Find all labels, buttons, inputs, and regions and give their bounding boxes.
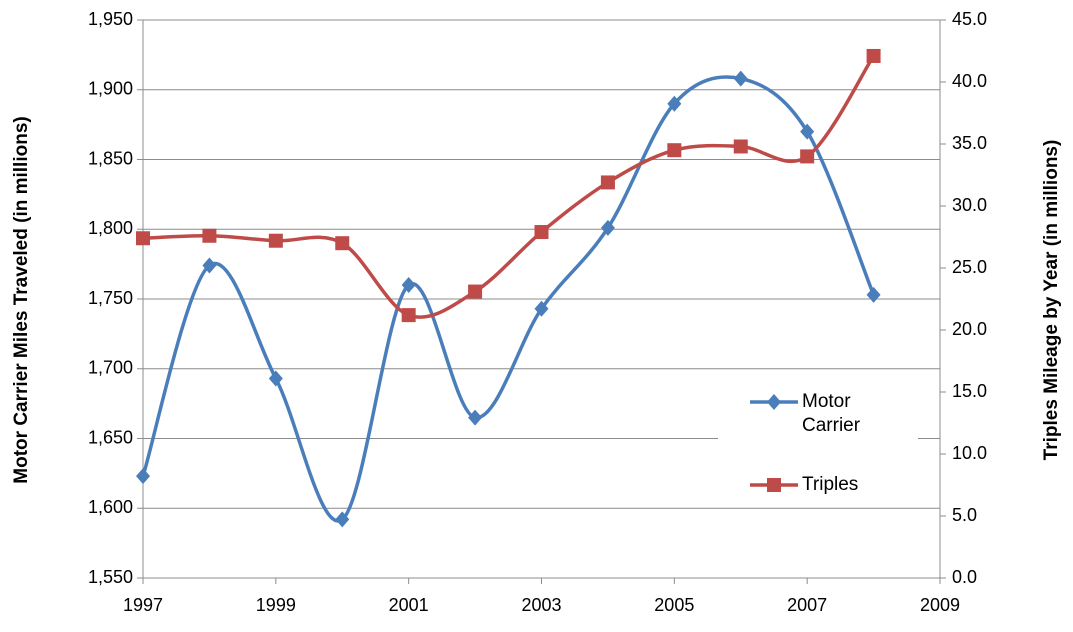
marker — [600, 175, 615, 190]
y-tick-label: 1,950 — [88, 9, 133, 29]
x-tick-label: 2007 — [787, 595, 827, 615]
marker — [667, 95, 682, 112]
marker — [136, 231, 150, 246]
y2-tick-label: 15.0 — [952, 381, 987, 401]
y2-tick-label: 45.0 — [952, 9, 987, 29]
marker — [733, 139, 748, 154]
x-tick-label: 1999 — [256, 595, 296, 615]
marker — [136, 468, 150, 485]
marker — [335, 236, 350, 251]
series-line — [142, 54, 876, 319]
y-tick-label: 1,700 — [88, 358, 133, 378]
legend-item: Motor Carrier — [802, 391, 861, 436]
y-axis-title: Motor Carrier Miles Traveled (in million… — [11, 116, 32, 483]
marker — [800, 149, 815, 164]
marker — [202, 257, 217, 274]
y-tick-label: 1,550 — [88, 567, 133, 587]
y2-tick-label: 10.0 — [952, 443, 987, 463]
marker — [268, 370, 283, 387]
marker — [401, 308, 416, 323]
marker — [335, 511, 350, 528]
y2-tick-label: 5.0 — [952, 505, 977, 525]
y-tick-label: 1,600 — [88, 497, 133, 517]
marker — [866, 286, 881, 303]
marker — [733, 70, 748, 87]
marker — [401, 277, 416, 294]
marker — [767, 394, 781, 410]
y-tick-label: 1,850 — [88, 148, 133, 168]
y-tick-label: 1,650 — [88, 427, 133, 447]
marker — [468, 284, 483, 299]
marker — [268, 233, 283, 248]
marker — [468, 409, 483, 426]
y2-tick-label: 30.0 — [952, 195, 987, 215]
x-tick-label: 1997 — [123, 595, 163, 615]
marker — [202, 228, 217, 243]
marker — [767, 478, 781, 492]
y-tick-label: 1,800 — [88, 218, 133, 238]
y-tick-label: 1,900 — [88, 79, 133, 99]
x-tick-label: 2001 — [389, 595, 429, 615]
marker — [800, 123, 815, 140]
marker — [600, 219, 615, 236]
legend-label: Triples — [802, 474, 859, 495]
y2-axis-title: Triples Mileage by Year (in millions) — [1041, 140, 1062, 461]
y2-tick-label: 40.0 — [952, 71, 987, 91]
y2-tick-label: 25.0 — [952, 257, 987, 277]
x-tick-label: 2003 — [521, 595, 561, 615]
legend-label: Motor Carrier — [802, 391, 861, 436]
x-tick-label: 2005 — [654, 595, 694, 615]
marker — [534, 300, 549, 317]
marker — [866, 48, 881, 63]
marker — [667, 143, 682, 158]
marker — [534, 225, 549, 240]
legend-item: Triples — [802, 474, 859, 495]
y2-tick-label: 35.0 — [952, 133, 987, 153]
x-tick-label: 2009 — [920, 595, 960, 615]
y2-tick-label: 20.0 — [952, 319, 987, 339]
y-tick-label: 1,750 — [88, 288, 133, 308]
y2-tick-label: 0.0 — [952, 567, 977, 587]
